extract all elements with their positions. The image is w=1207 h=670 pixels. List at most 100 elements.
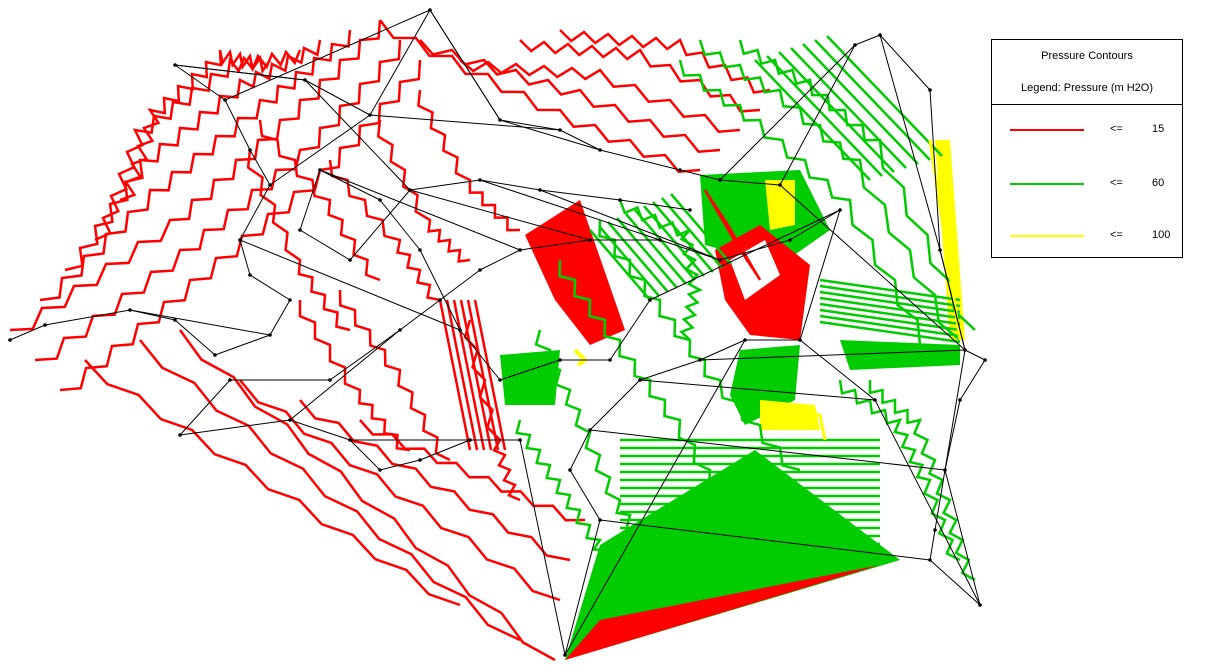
contour-line-mid bbox=[558, 259, 741, 522]
contour-line-mid bbox=[766, 55, 883, 177]
pipe-junction bbox=[348, 258, 352, 262]
legend-operator-low: <= bbox=[1110, 123, 1123, 135]
pipe-junction bbox=[873, 398, 877, 402]
pipe-segment bbox=[539, 189, 621, 201]
pipe-junction bbox=[408, 188, 412, 192]
pipe-junction bbox=[688, 208, 692, 212]
contour-line-mid bbox=[618, 199, 703, 341]
pipe-junction bbox=[538, 188, 542, 192]
contour-line-low bbox=[417, 89, 521, 232]
pipe-junction bbox=[328, 378, 332, 382]
pipe-junction bbox=[458, 328, 462, 332]
zone-fill-mid bbox=[500, 350, 560, 405]
pipe-junction bbox=[228, 378, 232, 382]
pipe-segment bbox=[944, 469, 981, 606]
pipe-junction bbox=[418, 458, 422, 462]
pipe-segment bbox=[174, 64, 226, 101]
pipe-junction bbox=[648, 298, 652, 302]
pipe-segment bbox=[399, 299, 441, 331]
pipe-segment bbox=[719, 179, 781, 186]
contour-line-low bbox=[59, 59, 422, 392]
contour-line-low bbox=[559, 29, 771, 94]
contour-line-mid bbox=[634, 209, 696, 281]
pipe-segment bbox=[179, 379, 231, 436]
pipe-junction bbox=[348, 438, 352, 442]
contour-line-low bbox=[445, 299, 479, 451]
pipe-segment bbox=[44, 309, 131, 326]
pipe-junction bbox=[398, 328, 402, 332]
zone-fill-high bbox=[760, 400, 820, 430]
contour-line-low bbox=[459, 299, 493, 451]
contour-line-mid bbox=[790, 47, 907, 169]
pipe-junction bbox=[568, 468, 572, 472]
pipe-segment bbox=[519, 239, 591, 251]
legend-entry-low: <= 15 bbox=[992, 122, 1182, 138]
contour-line-low bbox=[39, 29, 352, 302]
zone-fill-high bbox=[765, 180, 795, 230]
contour-line-mid bbox=[534, 329, 661, 562]
contour-line-low bbox=[438, 299, 472, 451]
legend-swatch-low bbox=[1010, 129, 1084, 131]
contour-line-mid bbox=[819, 302, 961, 326]
pipe-junction bbox=[43, 323, 47, 327]
legend-operator-mid: <= bbox=[1110, 177, 1123, 189]
contour-line-low bbox=[139, 339, 521, 642]
pipe-segment bbox=[499, 359, 561, 381]
pipe-segment bbox=[569, 469, 601, 521]
pipe-segment bbox=[379, 199, 421, 251]
pipe-segment bbox=[569, 429, 591, 471]
pipe-junction bbox=[378, 198, 382, 202]
pipe-junction bbox=[618, 198, 622, 202]
legend-operator-high: <= bbox=[1110, 229, 1123, 241]
pipe-segment bbox=[719, 44, 856, 181]
pipe-segment bbox=[369, 9, 431, 116]
contour-line-low bbox=[723, 219, 762, 281]
contour-line-low bbox=[459, 59, 741, 133]
contour-line-mid bbox=[819, 278, 961, 302]
contour-line-mid bbox=[589, 229, 651, 301]
pipe-segment bbox=[539, 189, 721, 261]
contour-line-low bbox=[258, 119, 381, 282]
legend-swatch-mid bbox=[1010, 183, 1084, 185]
contour-line-mid bbox=[625, 213, 687, 285]
pipe-junction bbox=[563, 653, 567, 657]
pipe-segment bbox=[959, 359, 986, 401]
pipe-junction bbox=[288, 418, 292, 422]
pipe-segment bbox=[429, 9, 501, 121]
pipe-segment bbox=[564, 339, 746, 656]
pipe-segment bbox=[349, 439, 381, 471]
pipe-junction bbox=[498, 378, 502, 382]
pipe-segment bbox=[299, 229, 351, 261]
pipe-segment bbox=[609, 299, 651, 361]
pipe-segment bbox=[249, 274, 291, 301]
pipe-junction bbox=[268, 333, 272, 337]
pipe-junction bbox=[498, 118, 502, 122]
pipe-segment bbox=[304, 79, 411, 191]
pipe-segment bbox=[939, 249, 966, 351]
pipe-junction bbox=[8, 338, 12, 342]
pipe-junction bbox=[438, 298, 442, 302]
zone-fill-low bbox=[525, 200, 625, 345]
pipe-segment bbox=[239, 239, 461, 331]
pipe-segment bbox=[9, 324, 46, 341]
pipe-junction bbox=[428, 8, 432, 12]
pipe-junction bbox=[878, 33, 882, 37]
contour-line-mid bbox=[814, 39, 931, 161]
pipe-junction bbox=[173, 63, 177, 67]
contour-line-low bbox=[466, 299, 500, 451]
pipe-junction bbox=[943, 468, 947, 472]
pipe-junction bbox=[978, 603, 982, 607]
pipe-junction bbox=[718, 178, 722, 182]
pipe-segment bbox=[799, 209, 841, 341]
pipe-segment bbox=[439, 269, 481, 301]
pipe-segment bbox=[174, 319, 216, 356]
pipe-segment bbox=[789, 209, 841, 241]
legend-value-mid: 60 bbox=[1152, 177, 1165, 189]
pipe-segment bbox=[619, 199, 691, 211]
pipe-junction bbox=[838, 208, 842, 212]
contour-line-low bbox=[84, 359, 461, 607]
zone-fill-mid bbox=[840, 340, 960, 370]
pipe-junction bbox=[223, 98, 227, 102]
contour-line-mid bbox=[802, 43, 919, 165]
